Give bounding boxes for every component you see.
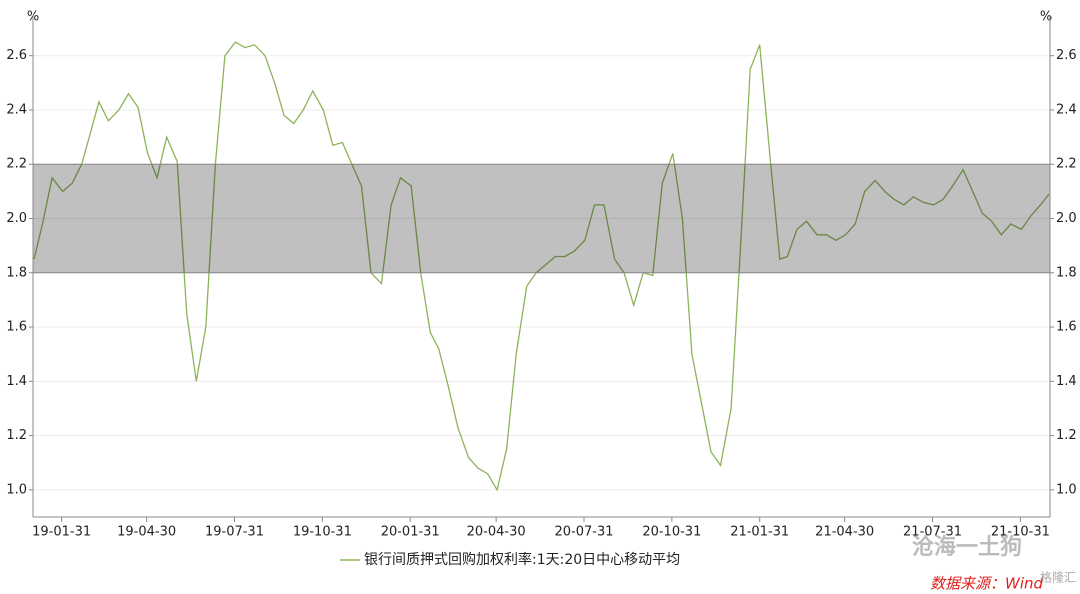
x-tick-label: 21-10-31 [991,525,1050,540]
y-tick-label: 2.4 [6,102,27,117]
y2-tick-label: 2.2 [1056,157,1077,172]
x-tick-label: 20-01-31 [381,525,440,540]
y2-tick-label: 2.4 [1056,102,1077,117]
x-tick-label: 20-04-30 [467,525,526,540]
y2-tick-label: 2.0 [1056,211,1077,226]
y2-tick-label: 1.8 [1056,265,1077,280]
y2-tick-label: 1.0 [1056,482,1077,497]
y2-unit: % [1040,10,1052,25]
logo: 格隆汇 [1040,570,1076,585]
y-tick-label: 2.0 [6,211,27,226]
x-tick-label: 20-10-31 [642,525,701,540]
x-tick-label: 19-01-31 [32,525,91,540]
y-tick-label: 2.6 [6,48,27,63]
watermark: 沧海一土狗 [912,534,1022,560]
x-tick-label: 21-04-30 [815,525,874,540]
source: 数据来源：Wind [930,575,1044,593]
y2-tick-label: 1.2 [1056,428,1077,443]
y2-tick-label: 1.4 [1056,374,1077,389]
x-tick-label: 21-07-31 [903,525,962,540]
x-tick-label: 19-04-30 [117,525,176,540]
band [33,164,1050,273]
y-tick-label: 1.4 [6,374,27,389]
legend-label: 银行间质押式回购加权利率:1天:20日中心移动平均 [364,551,680,568]
y-tick-label: 1.0 [6,482,27,497]
y-tick-label: 1.6 [6,320,27,335]
y-tick-label: 1.2 [6,428,27,443]
y-tick-label: 2.2 [6,157,27,172]
x-tick-label: 19-10-31 [293,525,352,540]
x-tick-label: 19-07-31 [205,525,264,540]
y-tick-label: 1.8 [6,265,27,280]
x-tick-label: 20-07-31 [554,525,613,540]
y2-tick-label: 1.6 [1056,320,1077,335]
x-tick-label: 21-01-31 [730,525,789,540]
y2-tick-label: 2.6 [1056,48,1077,63]
